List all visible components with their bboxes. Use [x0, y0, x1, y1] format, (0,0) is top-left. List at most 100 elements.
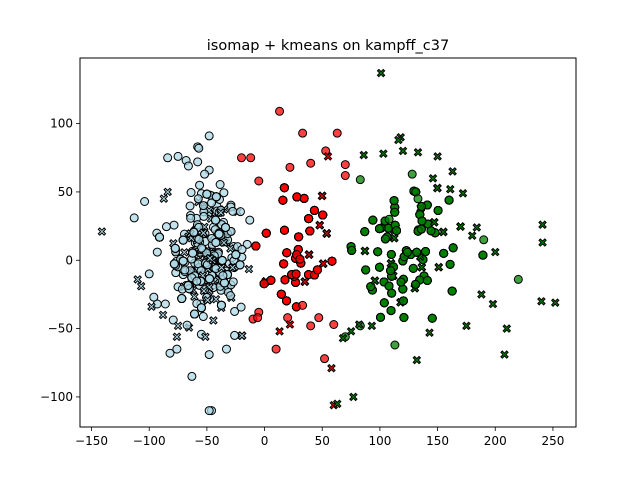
cluster-1-point-cross [159, 194, 169, 203]
cluster-1-point [160, 299, 170, 309]
cluster-3-point [417, 201, 427, 211]
cluster-2-point-cross [275, 327, 284, 336]
plot-frame [79, 57, 577, 428]
cluster-3-point-cross [359, 150, 369, 160]
cluster-2-point [271, 344, 281, 354]
cluster-2-point [299, 193, 309, 203]
cluster-3-point [402, 247, 412, 257]
cluster-3-point-cross [338, 333, 348, 343]
cluster-1-point [219, 188, 229, 198]
cluster-3-point [448, 243, 458, 253]
cluster-1-point [211, 215, 221, 225]
cluster-1-point [188, 248, 198, 258]
cluster-2-point [251, 241, 261, 251]
cluster-3-point [374, 262, 384, 272]
cluster-1-point-cross [147, 302, 156, 312]
cluster-2-point-cross [322, 229, 332, 238]
cluster-2-point [306, 158, 316, 168]
cluster-1-point [197, 243, 207, 253]
cluster-3-point-cross [429, 217, 439, 227]
cluster-1-point [193, 194, 203, 204]
y-tick-label: 100 [50, 117, 73, 131]
cluster-2-point [329, 320, 339, 329]
cluster-1-point [182, 320, 192, 330]
cluster-3-point-cross [394, 135, 403, 145]
cluster-1-point-cross [244, 264, 254, 274]
cluster-1-point [218, 271, 228, 281]
x-tick-label: −100 [133, 434, 166, 448]
cluster-2-point [340, 160, 350, 170]
cluster-3-point [379, 298, 389, 308]
cluster-2-point [306, 321, 316, 331]
cluster-1-point [198, 312, 208, 322]
cluster-3-point-cross [445, 184, 455, 194]
y-tick-label: 50 [58, 185, 73, 199]
x-tick-label: 0 [261, 434, 269, 448]
cluster-2-point [332, 128, 342, 138]
cluster-1-point [180, 265, 190, 275]
axes: −150 −100 −50 0 50 100 150 200 250 −100 −50 0 50 100 [40, 117, 564, 448]
cluster-1-point-cross [228, 263, 237, 272]
cluster-3-point [399, 312, 409, 322]
cluster-1-point [237, 244, 247, 254]
y-tick-label: 0 [65, 253, 73, 267]
cluster-1-point [173, 151, 183, 161]
cluster-3-point-cross [448, 167, 457, 176]
x-tick-label: 150 [426, 434, 449, 448]
cluster-3-point-cross [349, 392, 358, 402]
cluster-2-point [292, 192, 302, 202]
cluster-1-point-cross [173, 321, 183, 331]
cluster-3-point-cross [370, 276, 380, 286]
cluster-2-point [327, 256, 337, 266]
cluster-3-point-cross [500, 350, 509, 359]
cluster-1-point-cross [190, 292, 199, 301]
cluster-1-point [196, 303, 206, 313]
cluster-3-point [444, 195, 454, 205]
cluster-2-point [280, 275, 290, 285]
cluster-1-point-cross [172, 332, 182, 342]
cluster-1-point [192, 276, 202, 286]
cluster-1-point [194, 234, 204, 244]
cluster-2-point [275, 106, 285, 116]
cluster-3-point [416, 224, 426, 234]
cluster-2-point [279, 259, 289, 269]
cluster-3-point [373, 247, 383, 257]
cluster-2-point-cross [318, 259, 328, 269]
cluster-2-point-cross [285, 320, 295, 329]
cluster-1-point-cross [158, 310, 168, 320]
cluster-3-point [513, 274, 523, 284]
x-tick-label: −150 [75, 434, 108, 448]
y-tick-label: −50 [48, 322, 73, 336]
cluster-3-point [392, 226, 402, 236]
cluster-3-point [439, 248, 449, 258]
cluster-1-point [140, 197, 150, 206]
cluster-3-point [390, 207, 400, 217]
cluster-3-point-cross [346, 327, 356, 336]
cluster-3-point-cross [425, 328, 434, 338]
cluster-1-point [204, 406, 214, 416]
cluster-3-point [390, 340, 400, 350]
cluster-1-point [186, 213, 196, 223]
cluster-3-point [427, 313, 437, 323]
cluster-2-point [254, 176, 264, 186]
cluster-2-point [279, 183, 289, 193]
cluster-1-point [235, 207, 245, 217]
cluster-3-point [408, 263, 418, 273]
cluster-1-point [215, 179, 225, 189]
cluster-3-point-cross [417, 263, 427, 272]
cluster-3-point-cross [398, 146, 408, 156]
cluster-2-point [278, 195, 288, 205]
cluster-3-point [407, 169, 417, 179]
cluster-2-point-cross [327, 363, 336, 373]
cluster-3-point-cross [389, 233, 399, 243]
chart-title: isomap + kmeans on kampff_c37 [207, 38, 449, 54]
cluster-1-point [221, 344, 231, 354]
cluster-3-point [368, 215, 378, 225]
cluster-3-point [422, 275, 432, 285]
cluster-1-point [194, 143, 204, 153]
cluster-2-point [318, 210, 328, 220]
cluster-3-point-cross [538, 220, 547, 230]
cluster-2-point [291, 269, 301, 279]
cluster-1-point [219, 278, 229, 288]
cluster-2-point-cross [317, 191, 327, 201]
